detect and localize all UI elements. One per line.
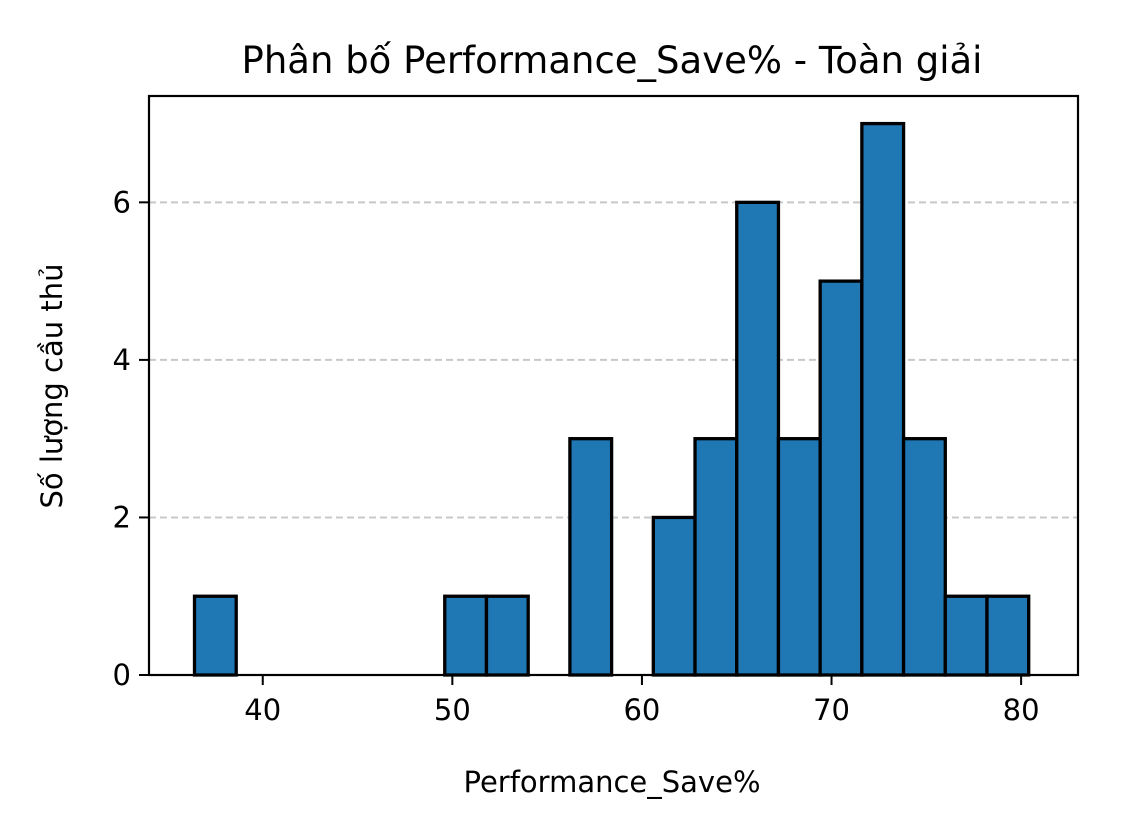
x-tick-label: 80	[1003, 693, 1040, 727]
x-ticks: 40 50 60 70 80	[244, 675, 1040, 727]
histogram-bar	[192, 594, 238, 677]
histogram-bar	[901, 437, 947, 677]
histogram-bar	[568, 437, 614, 677]
x-tick-label: 40	[244, 693, 281, 727]
histogram-bar	[860, 121, 906, 677]
histogram-bar	[443, 594, 489, 677]
histogram-bar	[735, 200, 781, 677]
x-tick-label: 60	[623, 693, 660, 727]
histogram-bar	[693, 437, 739, 677]
y-tick-label: 6	[113, 185, 131, 219]
x-tick-label: 70	[813, 693, 850, 727]
histogram-bar	[651, 515, 697, 677]
histogram-bar	[776, 437, 822, 677]
histogram-bar	[818, 279, 864, 677]
bars	[192, 121, 1031, 677]
plot-area-frame	[147, 94, 1080, 677]
y-tick-label: 4	[113, 343, 131, 377]
x-axis-label: Performance_Save%	[463, 765, 760, 799]
x-tick-label: 50	[434, 693, 471, 727]
histogram-bar	[484, 594, 530, 677]
y-tick-label: 2	[113, 500, 131, 534]
histogram-bar	[985, 594, 1031, 677]
y-tick-label: 0	[113, 658, 131, 692]
histogram-bar	[943, 594, 989, 677]
y-ticks: 0 2 4 6	[113, 185, 149, 692]
y-axis-label: Số lượng cầu thủ	[35, 264, 69, 509]
chart-title: Phân bố Performance_Save% - Toàn giải	[242, 39, 983, 82]
